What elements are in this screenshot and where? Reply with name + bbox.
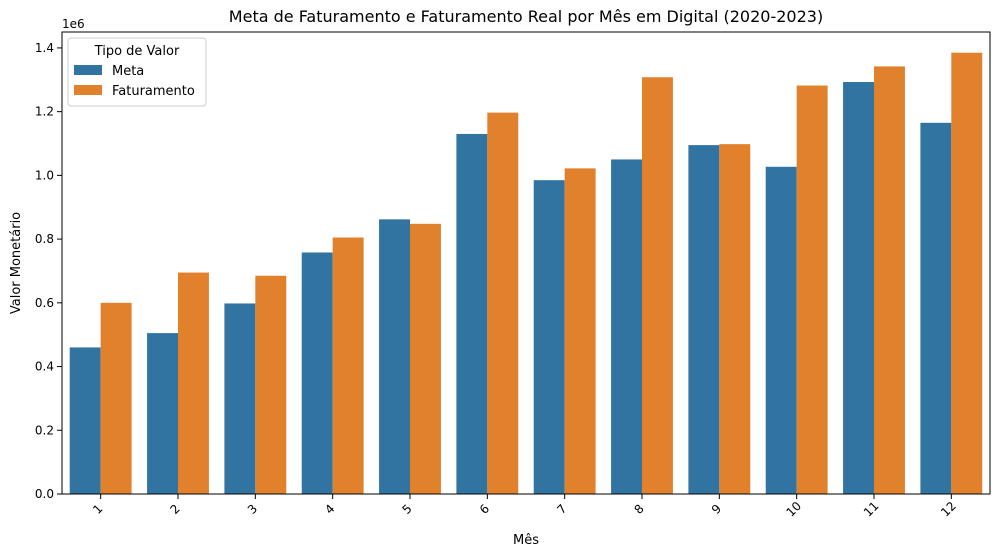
y-axis: 0.0 0.2 0.4 0.6 0.8 1.0 1.2 1.4 [35, 41, 62, 501]
bar-faturamento-6 [487, 112, 519, 495]
y-offset-label: 1e6 [62, 17, 85, 31]
bar-faturamento-5 [410, 223, 441, 494]
bar-faturamento-12 [951, 52, 983, 495]
y-tick-label: 1.2 [35, 105, 54, 119]
bar-faturamento-9 [719, 144, 751, 494]
x-tick-label: 1 [90, 502, 105, 517]
bar-meta-10 [765, 166, 797, 494]
bar-meta-12 [920, 122, 952, 494]
x-axis-label: Mês [513, 533, 539, 548]
bar-faturamento-2 [178, 272, 209, 494]
plot-frame [61, 31, 991, 495]
y-tick-label: 0.8 [35, 232, 54, 246]
y-axis-label: Valor Monetário [9, 212, 24, 314]
legend-label-faturamento: Faturamento [112, 84, 195, 99]
y-tick-label: 0.6 [35, 296, 54, 310]
x-tick-label: 9 [709, 502, 724, 517]
x-tick-label: 8 [632, 502, 647, 517]
bar-meta-1 [69, 347, 101, 494]
legend-title: Tipo de Valor [94, 44, 180, 59]
bar-meta-6 [456, 133, 488, 494]
bar-meta-5 [379, 219, 410, 494]
bars-group [69, 52, 983, 495]
bar-faturamento-8 [642, 77, 673, 495]
y-tick-label: 0.4 [35, 360, 54, 374]
bar-meta-7 [533, 180, 565, 494]
legend: Tipo de Valor Meta Faturamento [67, 37, 207, 107]
bar-faturamento-11 [874, 66, 905, 494]
bar-meta-8 [611, 159, 642, 494]
bar-faturamento-7 [564, 168, 596, 494]
x-axis: 1 2 3 4 5 6 7 8 9 10 11 12 [90, 494, 959, 520]
x-tick-label: 5 [400, 502, 415, 517]
bar-meta-2 [147, 333, 178, 494]
bar-meta-11 [843, 82, 874, 495]
x-tick-label: 11 [861, 499, 882, 520]
y-tick-label: 0.2 [35, 423, 54, 437]
x-tick-label: 4 [322, 502, 337, 517]
y-tick-label: 1.0 [35, 168, 54, 182]
legend-swatch-meta [74, 65, 102, 75]
legend-label-meta: Meta [112, 64, 144, 79]
bar-meta-9 [688, 145, 720, 495]
x-tick-label: 10 [783, 499, 804, 520]
x-tick-label: 3 [245, 502, 260, 517]
legend-swatch-faturamento [74, 85, 102, 95]
bar-faturamento-1 [100, 302, 132, 494]
bar-faturamento-10 [796, 85, 828, 494]
bar-meta-3 [224, 303, 256, 494]
x-tick-label: 7 [554, 502, 569, 517]
x-tick-label: 6 [477, 502, 492, 517]
bar-meta-4 [301, 252, 333, 494]
y-tick-label: 0.0 [35, 487, 54, 501]
legend-box [67, 37, 207, 107]
bar-faturamento-4 [332, 237, 364, 494]
y-tick-label: 1.4 [35, 41, 54, 55]
bar-faturamento-3 [255, 275, 287, 494]
x-tick-label: 2 [168, 502, 183, 517]
x-tick-label: 12 [938, 499, 959, 520]
chart-title: Meta de Faturamento e Faturamento Real p… [229, 7, 823, 26]
